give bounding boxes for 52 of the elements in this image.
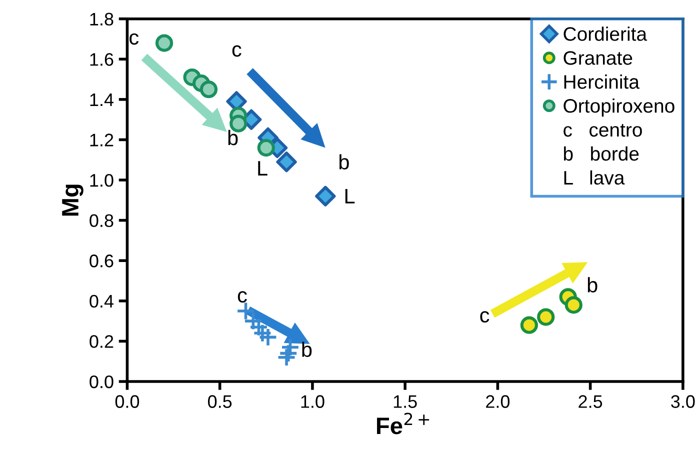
annotation: b <box>228 130 238 146</box>
y-tick-label: 1.6 <box>90 53 114 66</box>
y-tick-label: 1.4 <box>90 94 114 106</box>
point <box>276 152 297 172</box>
annotation: L <box>345 189 355 204</box>
annotation: c <box>232 45 242 57</box>
point <box>200 80 218 98</box>
annotation: b <box>302 342 312 357</box>
point <box>280 338 300 357</box>
y-tick-label: 0.2 <box>90 335 114 348</box>
x-tick-label: 2.5 <box>578 395 602 408</box>
point <box>564 296 582 314</box>
point <box>258 328 278 347</box>
point <box>537 308 555 326</box>
point <box>278 344 298 363</box>
point <box>315 186 336 206</box>
y-tick-label: 1.2 <box>90 134 114 146</box>
y-tick-label: 1.8 <box>90 12 114 26</box>
legend-label: Ortopiroxeno <box>564 98 674 117</box>
point <box>236 301 256 321</box>
annotation: b <box>339 154 349 170</box>
x-tick-label: 0.0 <box>115 395 140 408</box>
point <box>257 138 275 157</box>
annotation: L lava <box>564 170 625 185</box>
x-axis-title: Fe$^{2+}$ <box>377 412 430 434</box>
y-axis-title: Mg <box>62 184 84 216</box>
legend-label: Granate <box>564 51 632 65</box>
point <box>155 34 174 52</box>
annotation: L <box>258 161 268 176</box>
annotation: b borde <box>564 146 639 161</box>
y-tick-label: 0.4 <box>90 294 114 308</box>
y-tick-label: 0.8 <box>90 214 114 228</box>
annotation: c centro <box>564 124 642 137</box>
x-tick-label: 0.5 <box>208 395 232 408</box>
y-tick-label: 1.0 <box>90 174 114 187</box>
annotation: c <box>480 311 490 323</box>
legend-label: Hercinita <box>564 74 640 89</box>
x-tick-label: 1.0 <box>301 395 324 408</box>
point <box>520 316 538 334</box>
point <box>249 318 268 337</box>
annotation: c <box>238 291 247 303</box>
x-tick-label: 3.0 <box>671 395 695 408</box>
y-tick-label: 0.0 <box>90 375 114 388</box>
annotation: c <box>130 33 139 45</box>
annotation: b <box>588 277 598 292</box>
legend-label: Cordierita <box>564 26 648 41</box>
point <box>276 348 296 367</box>
point <box>252 324 272 343</box>
y-tick-label: 0.6 <box>90 254 114 268</box>
point <box>244 311 263 331</box>
x-tick-label: 2.0 <box>486 395 510 408</box>
x-tick-label: 1.5 <box>394 395 417 408</box>
